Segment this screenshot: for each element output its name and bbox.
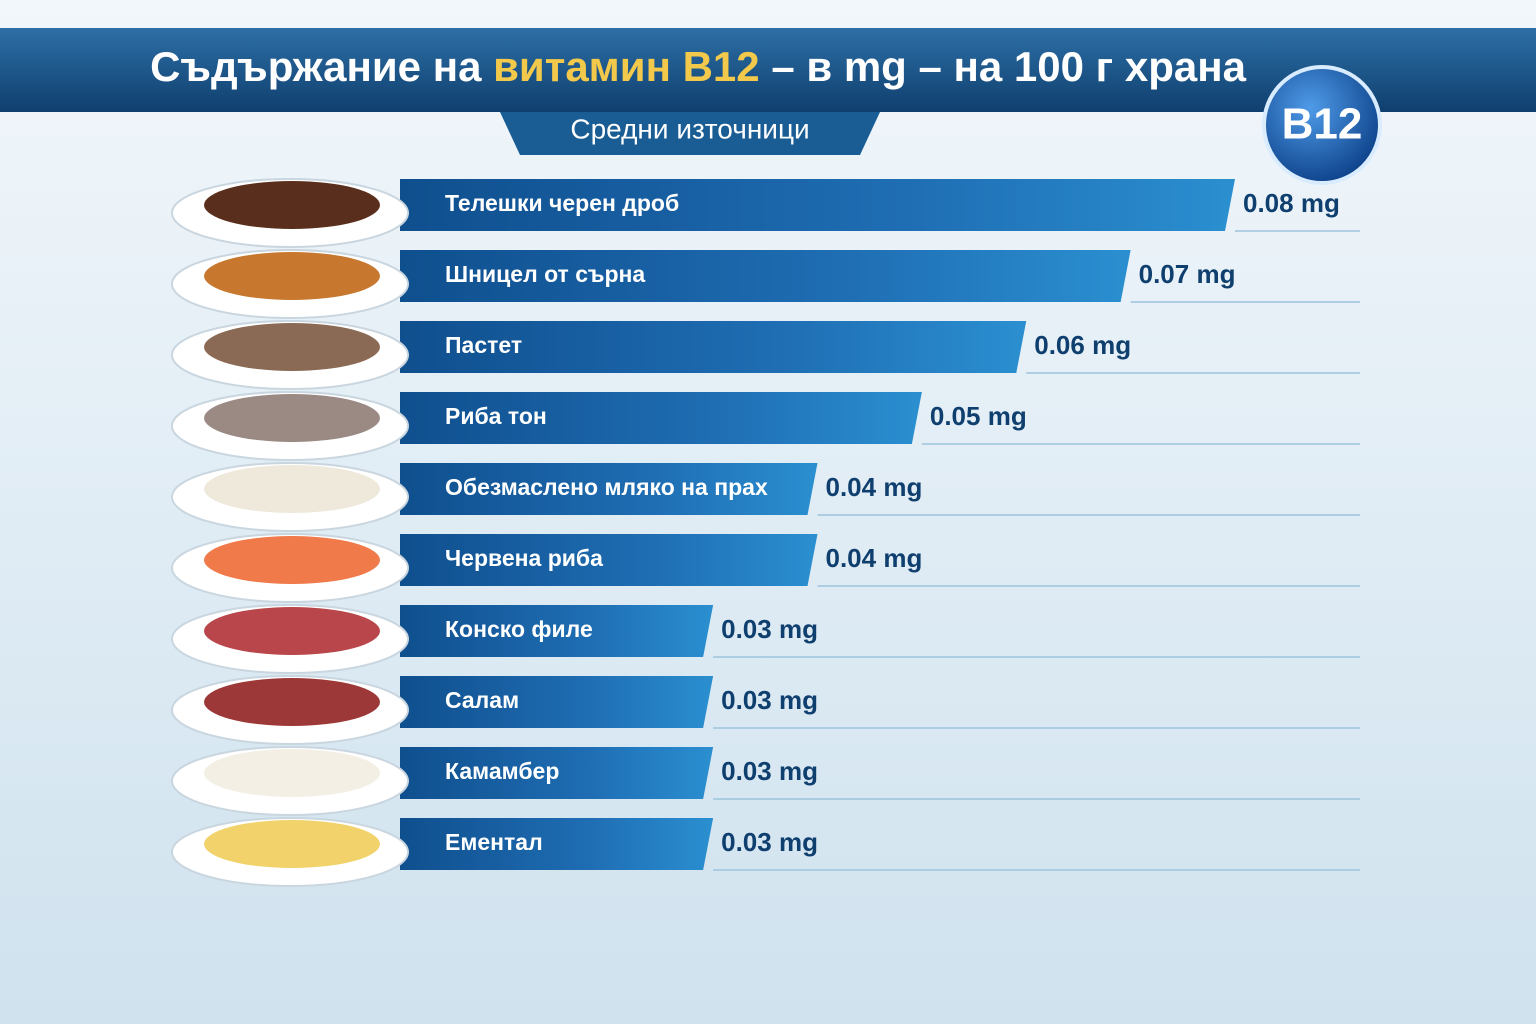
food-item bbox=[204, 181, 380, 229]
value-label: 0.08 mg bbox=[1243, 188, 1340, 218]
category-label: Конско филе bbox=[445, 616, 593, 642]
bars: Телешки черен дроб 0.08 mg Шницел от сърна… bbox=[400, 179, 1360, 871]
food-item bbox=[204, 820, 380, 868]
food-images bbox=[171, 178, 409, 887]
bar bbox=[400, 321, 1027, 373]
bar bbox=[400, 676, 714, 728]
bar bbox=[400, 747, 714, 799]
food-item bbox=[204, 678, 380, 726]
food-item bbox=[204, 394, 380, 442]
subtitle-tab bbox=[500, 112, 880, 155]
category-label: Червена риба bbox=[445, 545, 603, 571]
category-label: Обезмаслено мляко на прах bbox=[445, 474, 768, 500]
food-item bbox=[204, 536, 380, 584]
chart-title: Съдържание на витамин B12 – в mg – на 10… bbox=[150, 43, 1247, 90]
bar bbox=[400, 250, 1131, 302]
value-label: 0.03 mg bbox=[721, 827, 818, 857]
category-label: Камамбер bbox=[445, 758, 559, 784]
value-label: 0.03 mg bbox=[721, 756, 818, 786]
value-label: 0.06 mg bbox=[1034, 330, 1131, 360]
bar bbox=[400, 463, 818, 515]
food-item bbox=[204, 252, 380, 300]
bar bbox=[400, 534, 818, 586]
category-label: Ементал bbox=[445, 829, 543, 855]
value-label: 0.04 mg bbox=[826, 543, 923, 573]
value-label: 0.03 mg bbox=[721, 685, 818, 715]
food-item bbox=[204, 465, 380, 513]
badge bbox=[1262, 65, 1382, 185]
title-highlight: витамин B12 bbox=[493, 43, 760, 90]
title-part: – в mg – на 100 г храна bbox=[760, 43, 1247, 90]
category-label: Салам bbox=[445, 687, 519, 713]
chart-subtitle: Средни източници bbox=[570, 113, 809, 144]
category-label: Телешки черен дроб bbox=[445, 190, 679, 216]
value-label: 0.04 mg bbox=[826, 472, 923, 502]
badge-label: B12 bbox=[1282, 100, 1363, 149]
category-label: Шницел от сърна bbox=[445, 261, 645, 287]
title-part: Съдържание на bbox=[150, 43, 493, 90]
food-item bbox=[204, 607, 380, 655]
bar bbox=[400, 179, 1235, 231]
value-label: 0.05 mg bbox=[930, 401, 1027, 431]
value-label: 0.03 mg bbox=[721, 614, 818, 644]
value-label: 0.07 mg bbox=[1139, 259, 1236, 289]
food-item bbox=[204, 749, 380, 797]
bar bbox=[400, 392, 922, 444]
bar bbox=[400, 818, 714, 870]
food-item bbox=[204, 323, 380, 371]
bar bbox=[400, 605, 714, 657]
category-label: Пастет bbox=[445, 332, 522, 358]
category-label: Риба тон bbox=[445, 403, 547, 429]
